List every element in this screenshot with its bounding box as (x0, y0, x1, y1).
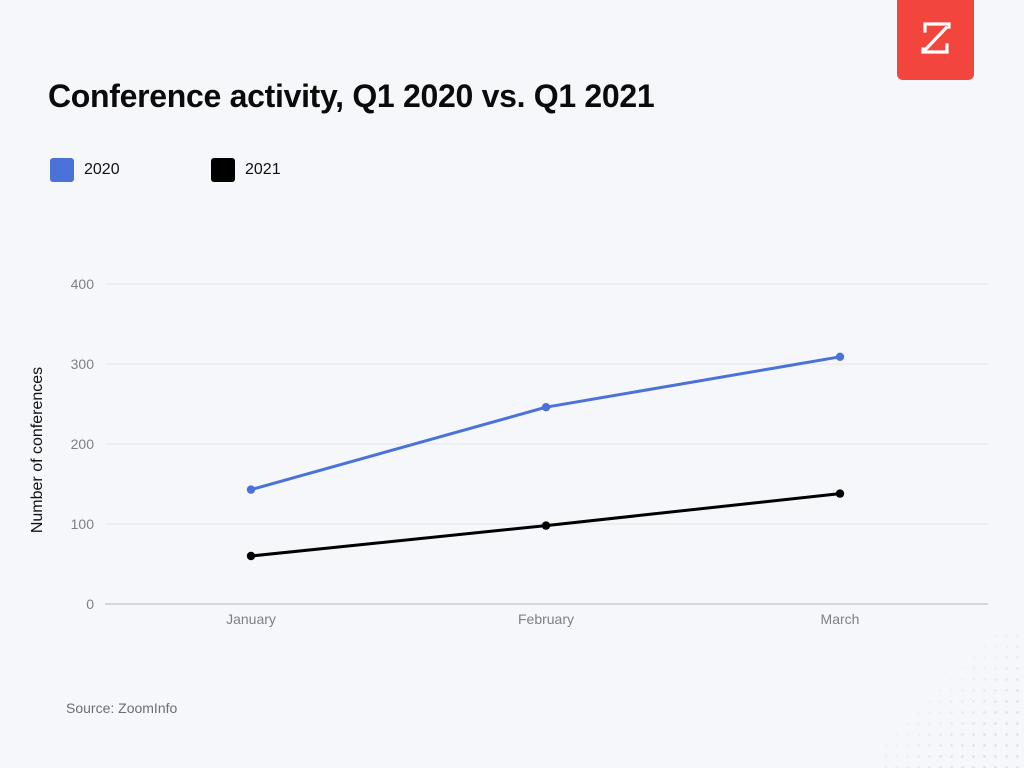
y-tick-label: 100 (71, 516, 95, 532)
legend-label-2020: 2020 (84, 161, 120, 178)
zoominfo-z-logo-icon (916, 18, 956, 63)
legend-swatch-2021 (211, 158, 235, 182)
zoominfo-logo (897, 0, 974, 80)
data-point-2021 (541, 521, 551, 530)
source-note: Source: ZoomInfo (66, 700, 178, 716)
legend-swatch-2020 (50, 158, 74, 182)
y-axis-label: Number of conferences (29, 367, 46, 533)
x-tick-label: March (821, 611, 860, 627)
chart-title: Conference activity, Q1 2020 vs. Q1 2021 (48, 78, 655, 114)
x-tick-label: February (518, 611, 574, 627)
data-point-2020 (835, 352, 845, 361)
line-chart: 0 100 200 300 400 January February March Number … (29, 276, 988, 627)
data-point-2021 (835, 489, 845, 498)
data-point-2020 (246, 485, 256, 494)
y-tick-label: 400 (71, 276, 95, 292)
data-point-2021 (246, 551, 256, 561)
x-tick-label: January (226, 611, 276, 627)
series-line-2020 (249, 355, 842, 492)
legend-item-2021: 2021 (211, 158, 281, 182)
legend-label-2021: 2021 (245, 161, 281, 178)
y-tick-label: 200 (71, 436, 95, 452)
data-point-2020 (541, 403, 551, 412)
legend-item-2020: 2020 (50, 158, 120, 182)
y-tick-label: 300 (71, 356, 95, 372)
decorative-dot-pattern (880, 630, 1024, 768)
y-tick-label: 0 (86, 596, 94, 612)
